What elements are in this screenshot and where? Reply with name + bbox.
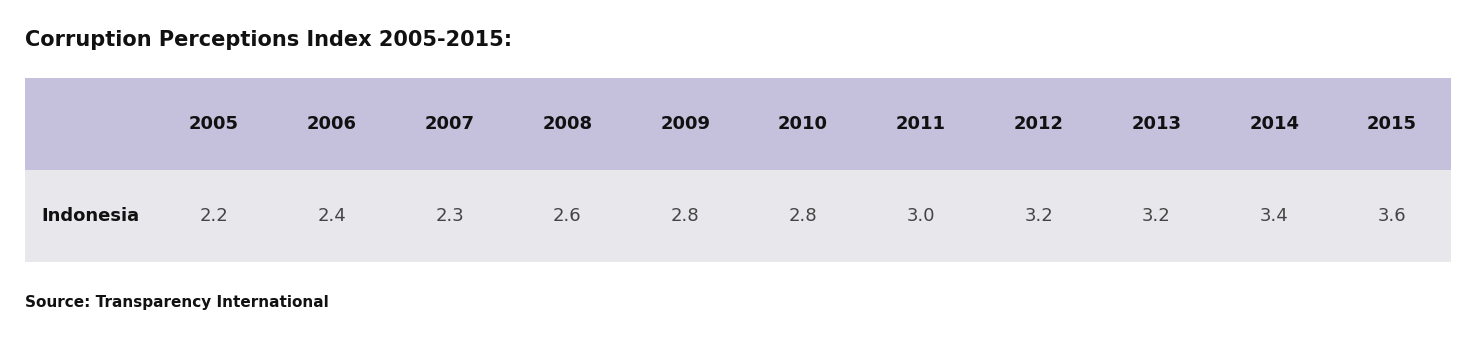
Text: 2011: 2011	[896, 115, 946, 133]
Text: 2013: 2013	[1132, 115, 1181, 133]
Text: 2012: 2012	[1014, 115, 1064, 133]
Bar	[25, 78, 1451, 170]
Text: 2.2: 2.2	[199, 207, 229, 225]
Text: 2.6: 2.6	[554, 207, 582, 225]
Text: 2008: 2008	[542, 115, 592, 133]
Text: 3.2: 3.2	[1024, 207, 1052, 225]
Text: 3.0: 3.0	[906, 207, 936, 225]
Text: 3.4: 3.4	[1261, 207, 1289, 225]
Text: 2.8: 2.8	[788, 207, 818, 225]
Text: Indonesia: Indonesia	[41, 207, 139, 225]
Text: 2.4: 2.4	[317, 207, 345, 225]
Text: 2014: 2014	[1249, 115, 1299, 133]
Bar	[25, 170, 1451, 262]
Text: 3.2: 3.2	[1142, 207, 1170, 225]
Text: 2.8: 2.8	[672, 207, 700, 225]
Text: Source: Transparency International: Source: Transparency International	[25, 295, 329, 310]
Text: 2009: 2009	[660, 115, 710, 133]
Text: 3.6: 3.6	[1377, 207, 1407, 225]
Text: Corruption Perceptions Index 2005-2015:: Corruption Perceptions Index 2005-2015:	[25, 30, 512, 50]
Text: 2007: 2007	[425, 115, 475, 133]
Text: 2010: 2010	[778, 115, 828, 133]
Text: 2015: 2015	[1367, 115, 1417, 133]
Text: 2006: 2006	[307, 115, 357, 133]
Text: 2.3: 2.3	[435, 207, 463, 225]
Text: 2005: 2005	[189, 115, 239, 133]
